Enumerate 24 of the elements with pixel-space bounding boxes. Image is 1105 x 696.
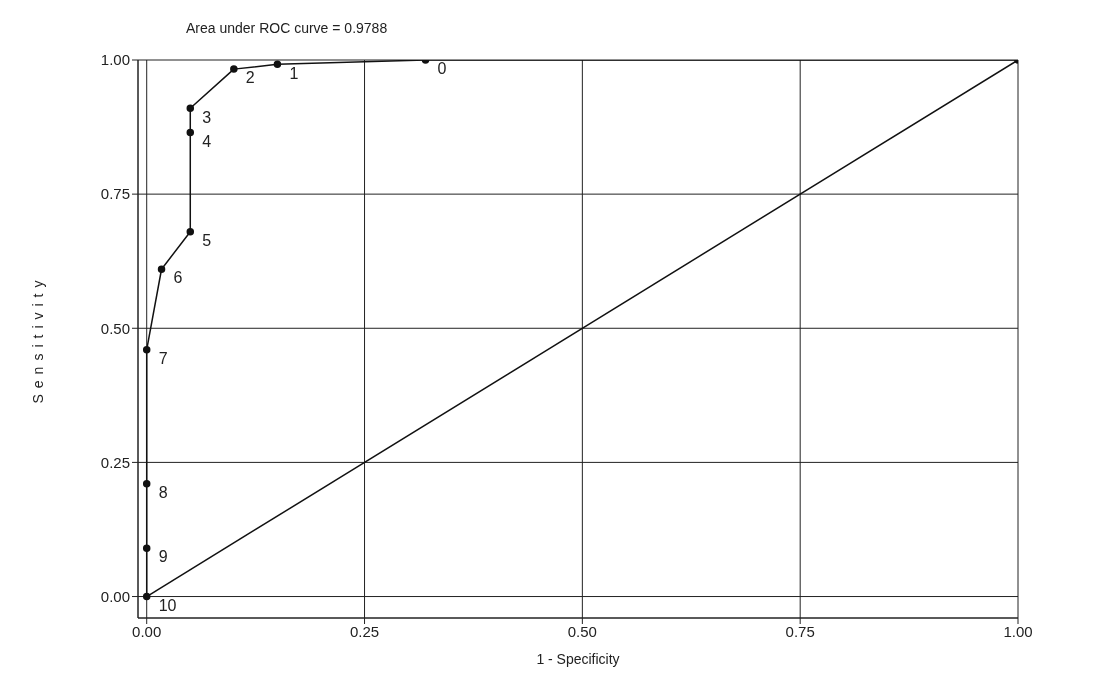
annotation: 10 [158, 596, 177, 614]
annotation: 3 [202, 108, 212, 126]
chart-title: Area under ROC curve = 0.9788 [186, 20, 388, 36]
annotation: 6 [173, 269, 183, 287]
annotation: 4 [202, 132, 212, 150]
x-tick-label: 0.75 [785, 622, 815, 640]
y-tick-label: 0.75 [100, 185, 130, 203]
annotation: 0 [437, 60, 447, 78]
x-tick-label: 0.50 [567, 622, 597, 640]
x-tick-label: 1.00 [1003, 622, 1033, 640]
y-tick-label: 0.00 [100, 587, 130, 605]
y-tick-label: 0.50 [100, 319, 130, 337]
annotation: 1 [289, 64, 299, 82]
annotation: 7 [158, 349, 168, 367]
y-axis-title: Sensitivity [29, 274, 46, 404]
x-tick-label: 0.25 [349, 622, 380, 640]
x-axis-title: 1 - Specificity [536, 651, 620, 667]
y-tick-label: 0.25 [100, 453, 130, 471]
y-tick-label: 1.00 [100, 51, 130, 69]
x-tick-label: 0.00 [132, 622, 162, 640]
annotation: 9 [158, 548, 168, 566]
annotation: 5 [202, 231, 212, 249]
annotation: 8 [158, 484, 168, 502]
annotation: 2 [245, 69, 255, 87]
